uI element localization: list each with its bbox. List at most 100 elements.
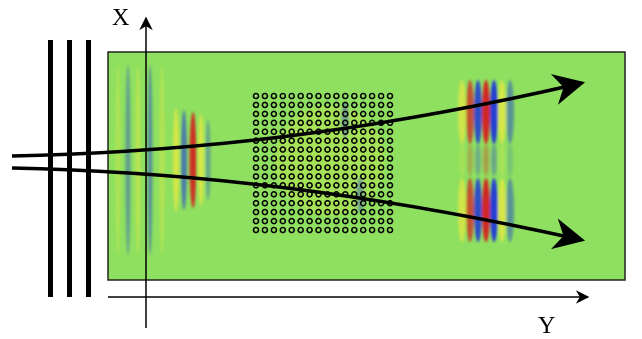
lattice-hole	[252, 92, 260, 100]
lattice-hole	[297, 164, 305, 171]
lattice-hole	[333, 208, 340, 216]
lattice-hole	[359, 92, 367, 100]
lattice-hole	[350, 208, 358, 216]
lattice-hole	[350, 110, 358, 118]
lattice-hole	[252, 110, 260, 118]
wave-band	[115, 65, 121, 255]
lattice-hole	[252, 164, 260, 171]
lattice-hole	[324, 92, 331, 100]
lattice-hole	[333, 182, 340, 189]
lattice-hole	[297, 208, 305, 216]
lattice-hole	[333, 146, 340, 153]
wave-band	[181, 110, 187, 210]
lattice-hole	[324, 173, 331, 180]
lattice-hole	[324, 226, 331, 234]
lattice-hole	[359, 217, 367, 225]
lattice-hole	[359, 155, 367, 162]
lattice-hole	[297, 110, 305, 118]
lattice-hole	[306, 182, 313, 189]
lattice-hole	[350, 182, 358, 189]
lattice-hole	[279, 164, 287, 171]
lattice-hole	[297, 101, 305, 109]
lattice-hole	[341, 137, 349, 144]
lattice-hole	[350, 128, 358, 135]
wave-band	[490, 80, 498, 144]
lattice-hole	[359, 182, 367, 189]
wave-band	[125, 65, 131, 255]
lattice-hole	[324, 155, 331, 162]
lattice-hole	[288, 199, 296, 207]
lattice-hole	[270, 199, 278, 207]
lattice-hole	[350, 146, 358, 153]
lattice-hole	[288, 110, 296, 118]
lattice-hole	[324, 208, 331, 216]
lattice-hole	[252, 119, 260, 127]
lattice-hole	[279, 119, 287, 127]
lattice-hole	[306, 217, 313, 225]
lattice-hole	[252, 199, 260, 207]
lattice-hole	[315, 146, 322, 153]
wave-band	[189, 112, 197, 208]
lattice-hole	[315, 208, 322, 216]
lattice-hole	[315, 199, 322, 207]
lattice-hole	[252, 101, 260, 109]
lattice-hole	[315, 217, 322, 225]
lattice-hole	[252, 226, 260, 234]
wave-band	[467, 144, 473, 176]
lattice-hole	[315, 101, 322, 109]
lattice-hole	[377, 146, 385, 153]
lattice-hole	[341, 199, 349, 207]
wave-band	[159, 65, 165, 255]
lattice-hole	[315, 137, 322, 144]
lattice-hole	[306, 110, 313, 118]
lattice-hole	[261, 173, 269, 180]
beam-lower-path	[11, 166, 586, 250]
lattice-hole	[333, 173, 340, 180]
lattice-hole	[333, 226, 340, 234]
lattice-hole	[261, 110, 269, 118]
wave-band	[507, 144, 513, 176]
lattice-hole	[297, 226, 305, 234]
lattice-hole	[261, 119, 269, 127]
lattice-hole	[270, 128, 278, 135]
lattice-hole	[306, 226, 313, 234]
lattice-hole	[261, 226, 269, 234]
lattice-hole	[350, 217, 358, 225]
lattice-hole	[270, 92, 278, 100]
lattice-hole	[333, 92, 340, 100]
lattice-hole	[377, 128, 385, 135]
lattice-hole	[350, 155, 358, 162]
wave-band	[173, 108, 179, 212]
lattice-hole	[350, 226, 358, 234]
lattice-hole	[306, 208, 313, 216]
lattice-hole	[288, 101, 296, 109]
lattice-hole	[279, 155, 287, 162]
lattice-hole	[261, 146, 269, 153]
lattice-hole	[306, 173, 313, 180]
lattice-hole	[279, 128, 287, 135]
lattice-hole	[377, 217, 385, 225]
lattice-hole	[333, 199, 340, 207]
lattice-hole	[341, 146, 349, 153]
lattice-hole	[386, 101, 394, 109]
lattice-hole	[270, 110, 278, 118]
lattice-hole	[270, 155, 278, 162]
lattice-hole	[350, 199, 358, 207]
lattice-hole	[297, 217, 305, 225]
grating-line	[86, 40, 91, 297]
lattice-hole	[261, 199, 269, 207]
lattice-hole	[377, 92, 385, 100]
lattice-hole	[359, 164, 367, 171]
lattice-hole	[279, 208, 287, 216]
lattice-hole	[368, 155, 376, 162]
lattice-hole	[306, 164, 313, 171]
lattice-hole	[270, 119, 278, 127]
lattice-hole	[270, 208, 278, 216]
lattice-hole	[359, 146, 367, 153]
lattice-hole	[288, 226, 296, 234]
photonic-crystal-lattice	[252, 92, 394, 234]
lattice-hole	[386, 110, 394, 118]
lattice-hole	[377, 164, 385, 171]
lattice-hole	[252, 217, 260, 225]
